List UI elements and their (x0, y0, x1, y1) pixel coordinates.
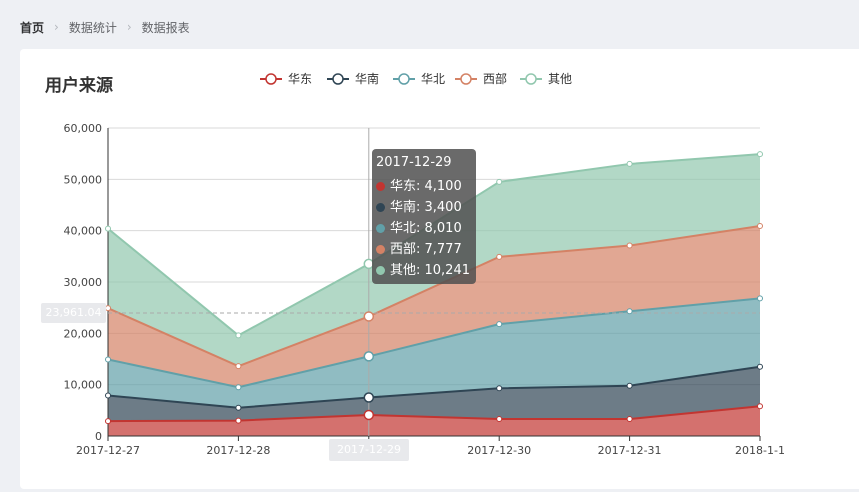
data-point (105, 305, 111, 312)
data-point (235, 332, 242, 339)
series-dot-icon (376, 224, 385, 233)
data-point (105, 418, 111, 425)
series-dot-icon (376, 266, 385, 275)
legend-item-label: 华东 (288, 72, 312, 86)
breadcrumb-stats-link[interactable]: 数据统计 (68, 20, 117, 35)
legend-marker-icon (332, 73, 344, 85)
data-point (757, 223, 763, 230)
data-point (105, 356, 111, 363)
tooltip-row: 华东: 4,100 (376, 176, 472, 197)
data-point (496, 416, 503, 423)
y-tick-label: 60,000 (64, 122, 103, 135)
data-point (105, 225, 111, 232)
data-point (626, 416, 633, 423)
data-point (235, 363, 242, 370)
legend-item-label: 华南 (355, 71, 379, 86)
y-tick-label: 30,000 (64, 276, 103, 289)
data-point (757, 403, 763, 410)
x-tick-label: 2017-12-28 (206, 444, 270, 457)
y-tick-label: 40,000 (64, 225, 103, 238)
breadcrumb-current: 数据报表 (141, 20, 190, 35)
data-point (626, 308, 633, 315)
tooltip-row: 西部: 7,777 (376, 239, 472, 260)
chevron-right-icon: › (126, 20, 132, 34)
series-dot-icon (376, 203, 385, 212)
data-point (626, 160, 633, 167)
axis-pointer-x-label: 2017-12-29 (329, 439, 409, 461)
series-line (107, 225, 761, 368)
series-dot-icon (376, 182, 385, 191)
legend-item-label: 其他 (548, 72, 572, 86)
data-point (363, 409, 375, 421)
data-point (363, 392, 375, 403)
series-area (108, 366, 760, 422)
x-tick-label: 2017-12-30 (467, 444, 531, 457)
data-point (496, 178, 503, 185)
tooltip-title: 2017-12-29 (376, 155, 452, 170)
axis-pointer-y-label: 23,961.04 (41, 303, 106, 323)
tooltip-row: 华南: 3,400 (376, 197, 472, 218)
data-point (496, 385, 503, 392)
y-tick-label: 50,000 (64, 173, 103, 186)
tooltip-row: 华北: 8,010 (376, 218, 472, 239)
data-point (626, 242, 633, 249)
tooltip-row: 其他: 10,241 (376, 260, 472, 281)
legend-item-label: 华北 (421, 72, 445, 86)
series-line (107, 405, 761, 423)
data-point (235, 417, 242, 424)
data-point (363, 311, 375, 322)
legend-marker-icon (398, 73, 410, 85)
x-tick-label: 2017-12-31 (598, 444, 662, 457)
series-line (107, 365, 761, 409)
data-point (105, 392, 111, 399)
breadcrumb-home-link[interactable]: 首页 (20, 20, 45, 35)
data-point (757, 363, 763, 370)
legend-marker-icon (265, 73, 277, 85)
data-point (235, 404, 242, 411)
series-line (107, 297, 761, 389)
breadcrumb: 首页 › 数据统计 › 数据报表 (20, 18, 190, 36)
data-point (363, 351, 375, 362)
legend-marker-icon (460, 73, 472, 85)
chart-title: 用户来源 (45, 76, 113, 96)
chart-tooltip: 2017-12-29 华东: 4,100 华南: 3,400 华北: 8,010… (372, 149, 476, 284)
y-tick-label: 0 (95, 430, 102, 443)
data-point (235, 384, 242, 391)
chevron-right-icon: › (54, 20, 59, 34)
data-point (496, 321, 503, 328)
legend-marker-icon (525, 73, 537, 85)
x-tick-label: 2018-1-1 (735, 444, 785, 457)
data-point (757, 295, 763, 302)
series-area (108, 406, 760, 436)
x-tick-label: 2017-12-27 (76, 444, 140, 457)
data-point (626, 382, 633, 389)
data-point (757, 151, 763, 158)
data-point (496, 253, 503, 260)
legend-item-label: 西部 (483, 71, 507, 86)
y-tick-label: 20,000 (64, 327, 103, 340)
series-area (108, 226, 760, 388)
series-dot-icon (376, 245, 385, 254)
y-tick-label: 10,000 (64, 379, 103, 392)
